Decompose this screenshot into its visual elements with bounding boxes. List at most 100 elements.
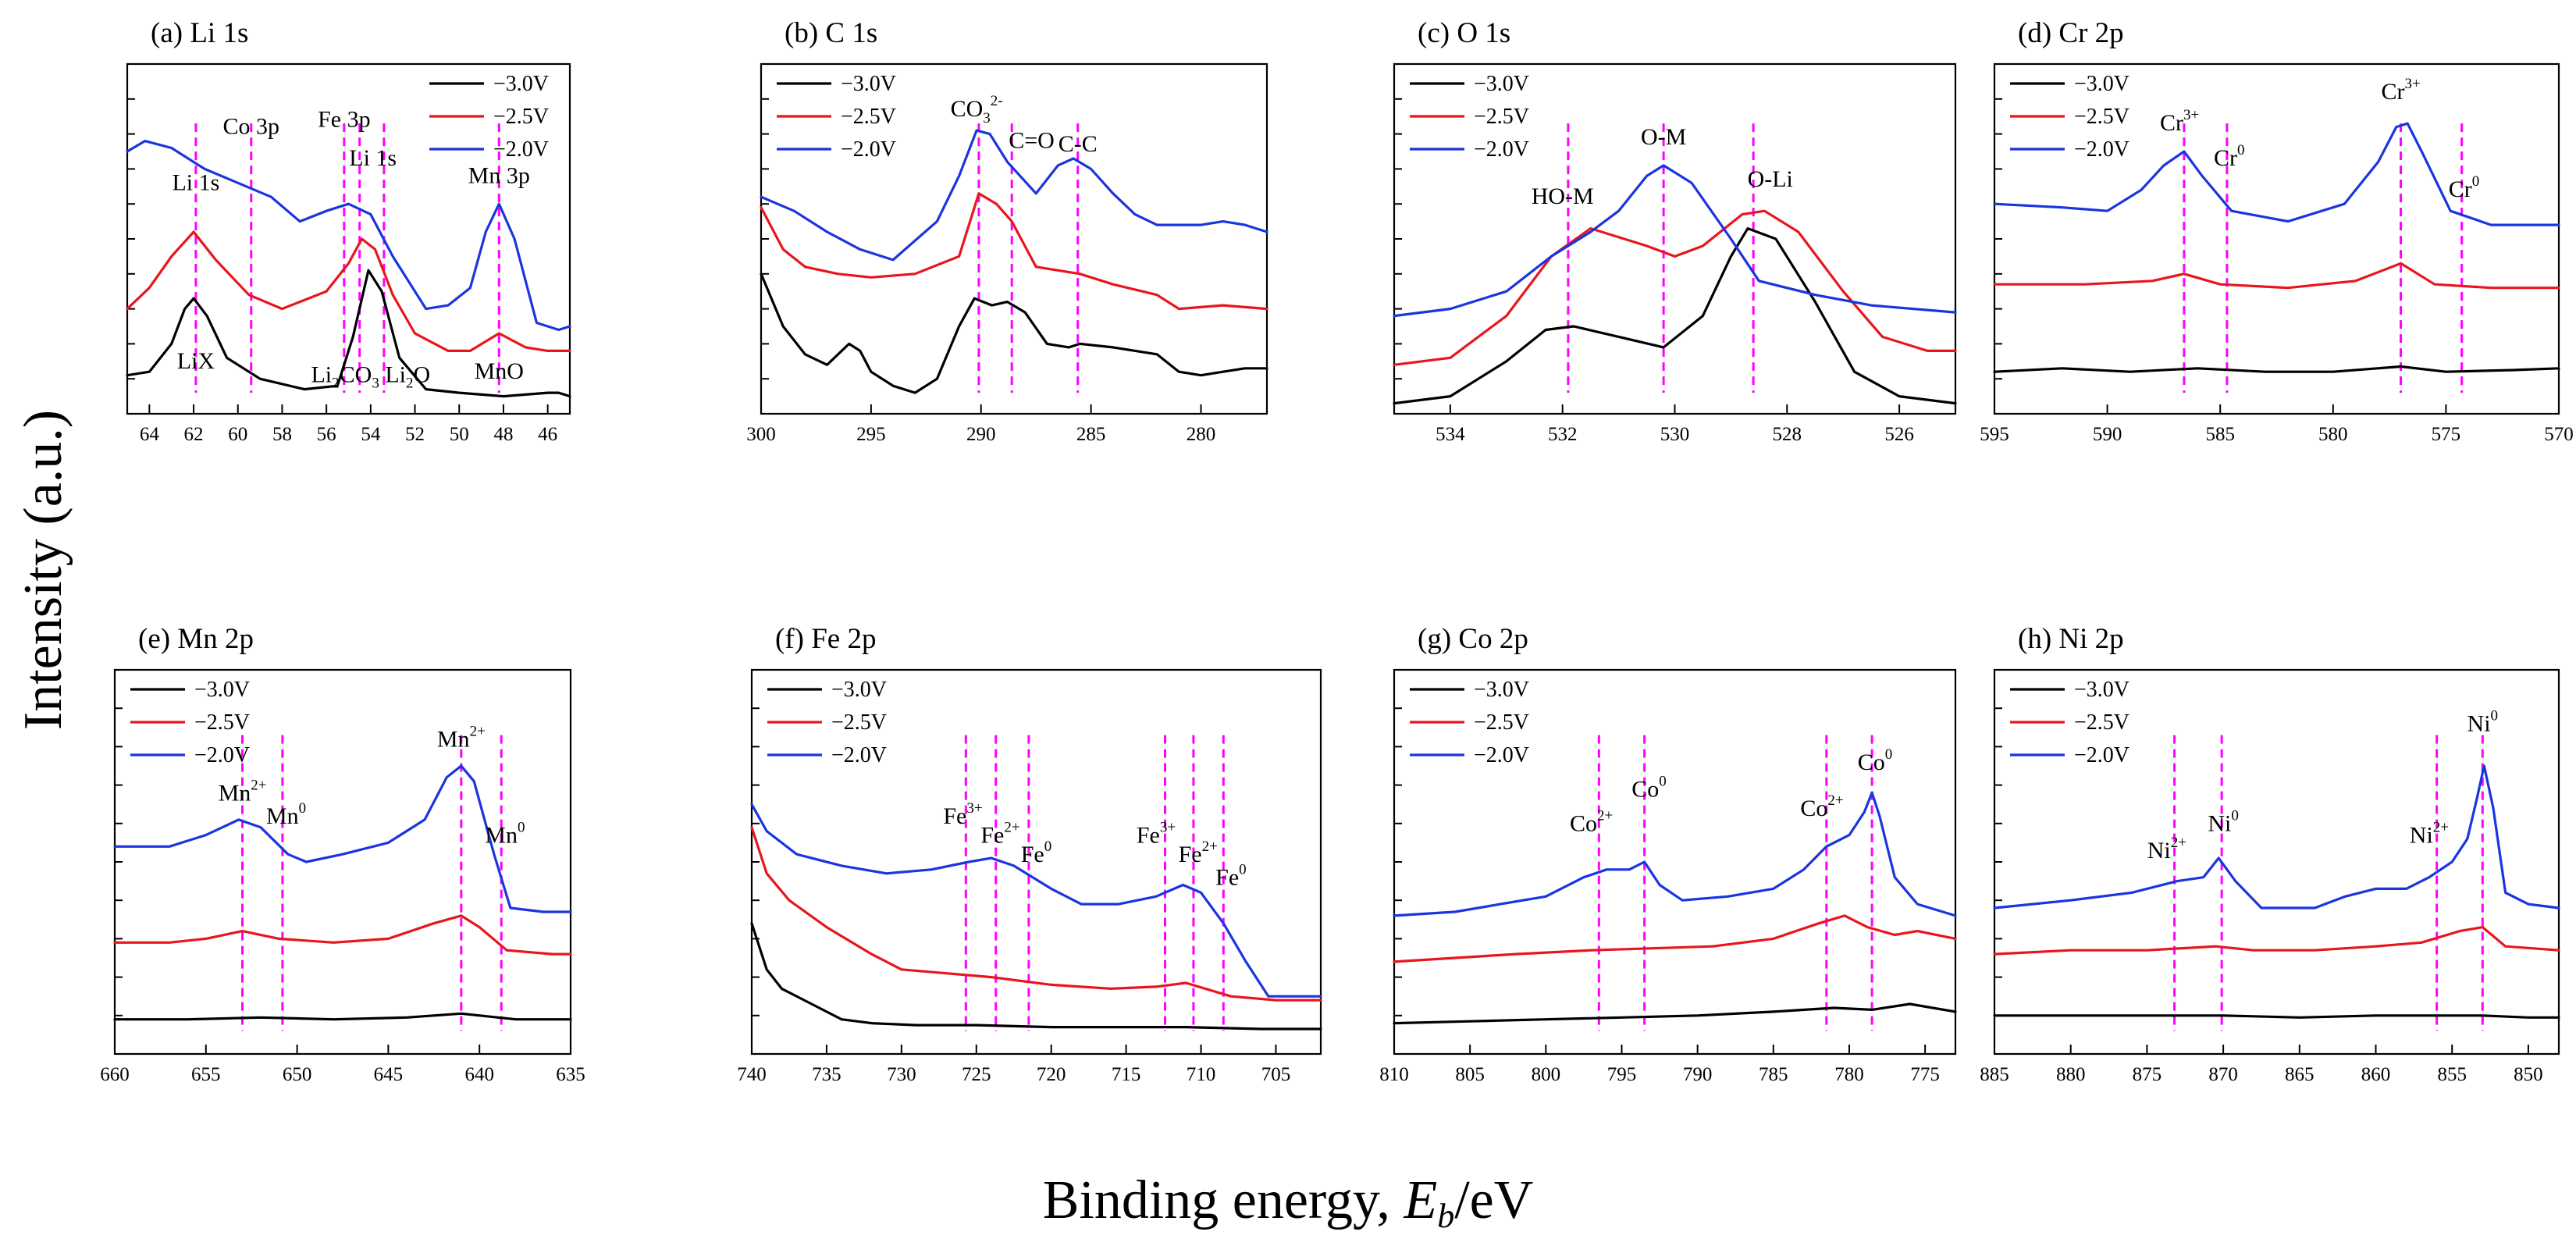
x-tick-label: 64 (140, 424, 160, 445)
x-tick-label: 280 (1187, 424, 1216, 445)
x-tick-label: 885 (1980, 1064, 2009, 1085)
peak-label: Co2+ (1800, 792, 1843, 821)
series-line (126, 269, 571, 398)
x-tick-label: 58 (272, 424, 292, 445)
x-tick-label: 62 (184, 424, 204, 445)
peak-label: O-M (1641, 124, 1686, 150)
series-line (1393, 1002, 1957, 1025)
x-tick-label: 860 (2361, 1064, 2391, 1085)
peak-label: Mn0 (266, 800, 306, 829)
x-tick-label: 52 (405, 424, 425, 445)
peak-label: Fe2+ (1179, 838, 1218, 867)
peak-label: Mn2+ (219, 777, 267, 806)
x-tick-label: 595 (1980, 424, 2009, 445)
peak-label: Fe 3p (318, 107, 371, 133)
legend-entry: −3.0V (493, 72, 549, 96)
x-tick-label: 875 (2133, 1064, 2162, 1085)
x-tick-label: 805 (1455, 1064, 1485, 1085)
x-tick-label: 710 (1187, 1064, 1216, 1085)
series-line (750, 922, 1322, 1031)
legend-entry: −2.0V (1474, 743, 1529, 767)
panel-title: (b) C 1s (785, 17, 877, 49)
x-tick-label: 528 (1773, 424, 1802, 445)
series-line (1393, 914, 1957, 963)
x-tick-label: 800 (1532, 1064, 1561, 1085)
series-line (1393, 209, 1957, 366)
x-tick-label: 775 (1910, 1064, 1940, 1085)
x-tick-label: 585 (2205, 424, 2235, 445)
x-tick-label: 640 (464, 1064, 494, 1085)
panel-title: (a) Li 1s (151, 17, 248, 49)
peak-label: O-Li (1748, 166, 1793, 192)
x-tick-label: 855 (2437, 1064, 2467, 1085)
x-tick-label: 660 (100, 1064, 130, 1085)
legend-entry: −3.0V (1474, 678, 1529, 702)
peak-label: Cr0 (2214, 142, 2245, 171)
x-tick-label: 300 (746, 424, 776, 445)
legend-entry: −3.0V (1474, 72, 1529, 96)
legend-entry: −2.5V (1474, 710, 1529, 735)
series-line (750, 826, 1322, 1002)
x-tick-label: 740 (737, 1064, 767, 1085)
panel-title: (h) Ni 2p (2018, 623, 2124, 655)
x-tick-label: 730 (887, 1064, 916, 1085)
peak-label: Cr3+ (2381, 76, 2420, 105)
panel-title: (c) O 1s (1418, 17, 1510, 49)
legend-entry: −2.0V (194, 743, 250, 767)
legend-entry: −2.0V (841, 137, 896, 162)
x-tick-label: 56 (317, 424, 336, 445)
x-tick-label: 530 (1660, 424, 1690, 445)
x-axis-label: Binding energy, Eb/eV (1043, 1170, 1534, 1235)
peak-label: Li 1s (172, 169, 219, 195)
peak-label: CO32- (951, 93, 1003, 126)
series-line (1993, 926, 2560, 956)
legend-entry: −3.0V (2074, 72, 2129, 96)
legend-entry: −2.5V (194, 710, 250, 735)
panel-c: (c) O 1s 534 532 530 528 526 −3.0V −2.5V −2.0VHO… (1393, 17, 1957, 445)
series-line (760, 129, 1268, 262)
x-tick-label: 575 (2432, 424, 2461, 445)
panel-a: (a) Li 1s 64 62 60 58 56 54 52 50 48 46 −3.0V −2.5V −… (126, 17, 571, 445)
y-axis-label: Intensity (a.u.) (13, 410, 73, 730)
peak-label: LiX (177, 348, 215, 374)
panel-f: (f) Fe 2p 740 735 730 725 720 715 710 705 −3.0V −2… (737, 623, 1322, 1085)
panel-title: (f) Fe 2p (775, 623, 876, 655)
x-tick-label: 785 (1759, 1064, 1788, 1085)
x-tick-label: 590 (2093, 424, 2122, 445)
x-tick-label: 655 (191, 1064, 221, 1085)
legend-entry: −3.0V (841, 72, 896, 96)
panel-h: (h) Ni 2p 885 880 875 870 865 860 855 850 −3.0V −2… (1980, 623, 2560, 1085)
peak-label: Fe0 (1215, 862, 1247, 891)
legend-entry: −2.0V (2074, 743, 2129, 767)
series-line (1993, 122, 2560, 226)
x-tick-label: 54 (361, 424, 381, 445)
peak-label: Cr0 (2449, 173, 2480, 202)
peak-label: Mn 3p (468, 162, 530, 188)
series-line (1393, 164, 1957, 318)
peak-label: Fe3+ (943, 800, 982, 829)
series-line (126, 140, 571, 332)
series-line (1993, 365, 2560, 373)
x-tick-label: 635 (556, 1064, 585, 1085)
peak-label: Fe3+ (1137, 819, 1176, 848)
peak-label: Ni2+ (2147, 835, 2186, 863)
legend-entry: −2.0V (493, 137, 549, 162)
x-tick-label: 735 (812, 1064, 841, 1085)
x-tick-label: 865 (2285, 1064, 2314, 1085)
series-line (760, 272, 1268, 394)
x-tick-label: 290 (966, 424, 996, 445)
legend-entry: −2.5V (831, 710, 887, 735)
x-tick-label: 810 (1379, 1064, 1409, 1085)
series-line (1993, 1014, 2560, 1019)
panel-g: (g) Co 2p 810 805 800 795 790 785 780 775 −3.0V −2… (1379, 623, 1957, 1085)
x-tick-label: 795 (1607, 1064, 1637, 1085)
x-tick-label: 48 (493, 424, 513, 445)
series-line (113, 914, 572, 956)
x-tick-label: 570 (2544, 424, 2574, 445)
x-tick-label: 46 (538, 424, 557, 445)
peak-label: Li 1s (349, 145, 397, 171)
x-tick-label: 715 (1112, 1064, 1141, 1085)
x-tick-label: 60 (228, 424, 247, 445)
legend-entry: −2.5V (841, 105, 896, 129)
